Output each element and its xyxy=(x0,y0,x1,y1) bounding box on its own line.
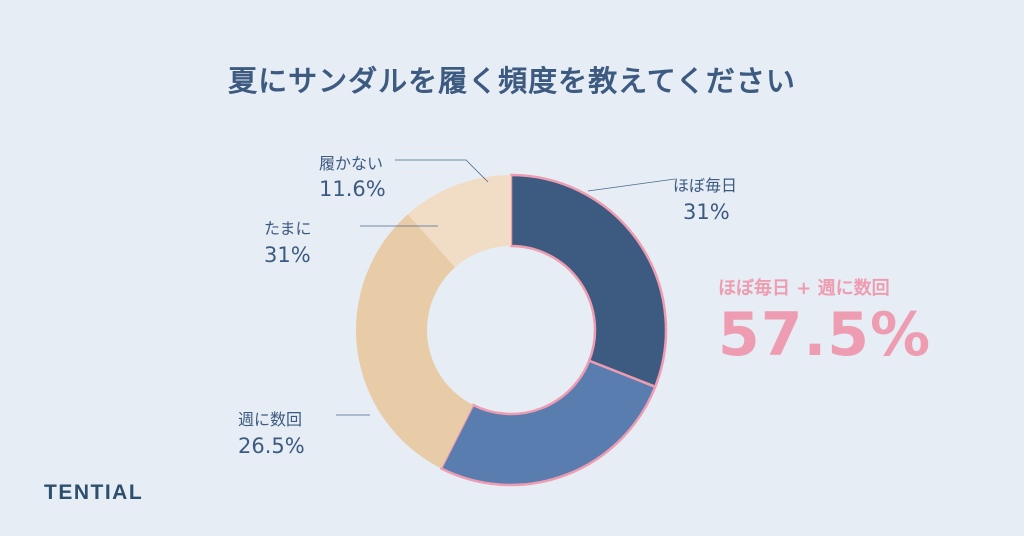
slice-value-shu-ni-suukai: 26.5% xyxy=(238,434,305,458)
donut-slice-tamani xyxy=(356,214,474,469)
leader-line-hobo-mainichi xyxy=(587,178,676,192)
highlight-annotation-value: 57.5% xyxy=(718,300,932,370)
slice-label-hakanai: 履かない xyxy=(319,154,384,173)
chart-title: 夏にサンダルを履く頻度を教えてください xyxy=(228,64,796,98)
highlight-annotation-label: ほぼ毎日 + 週に数回 xyxy=(718,278,890,299)
slice-label-hobo-mainichi: ほぼ毎日 xyxy=(673,176,738,195)
donut-slice-hakanai xyxy=(407,175,511,268)
slice-value-hakanai: 11.6% xyxy=(319,177,386,201)
slice-label-shu-ni-suukai: 週に数回 xyxy=(238,410,303,429)
donut-slice-hobo-mainichi xyxy=(509,173,668,389)
slice-label-tamani: たまに xyxy=(264,219,312,238)
donut-slice-shu-ni-suukai xyxy=(439,359,657,487)
slice-value-hobo-mainichi: 31% xyxy=(683,200,730,224)
brand-logo: TENTIAL xyxy=(44,481,144,504)
leader-line-hakanai xyxy=(395,159,489,183)
slice-value-tamani: 31% xyxy=(264,243,311,267)
